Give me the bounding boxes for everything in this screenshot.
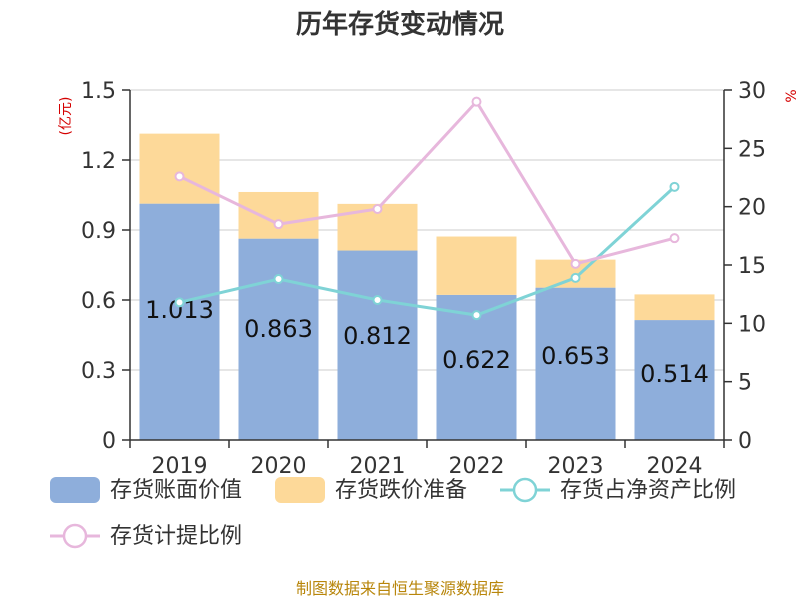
point-net-asset-ratio <box>273 274 284 284</box>
legend-label-net-asset-ratio: 存货占净资产比例 <box>560 478 736 503</box>
line-net-asset-ratio <box>179 185 676 317</box>
bars-group <box>139 133 715 440</box>
point-net-asset-ratio <box>174 297 185 308</box>
x-tick-label: 2020 <box>251 454 307 479</box>
left-axis-ticks: 0 0.3 0.6 0.9 1.2 1.5 <box>81 79 130 454</box>
left-tick-label: 1.5 <box>81 79 116 104</box>
point-provision-ratio <box>471 96 482 107</box>
x-axis-ticks: 2019 2020 2021 2022 2023 2024 <box>129 440 725 479</box>
chart-title: 历年存货变动情况 <box>296 9 504 40</box>
data-source-note: 制图数据来自恒生聚源数据库 <box>296 579 504 598</box>
left-tick-label: 1.2 <box>81 149 116 174</box>
right-axis-unit: % <box>784 89 800 102</box>
right-tick-label: 0 <box>738 429 752 454</box>
point-provision-ratio <box>273 219 284 230</box>
x-tick-label: 2019 <box>152 454 208 479</box>
left-tick-label: 0.9 <box>81 219 116 244</box>
bar-value-label: 0.653 <box>541 342 610 370</box>
bar-impairment <box>634 294 715 321</box>
legend-swatch-impairment <box>275 477 325 503</box>
right-axis-ticks: 0 5 10 15 20 25 30 <box>724 79 766 454</box>
legend-marker-net-asset-ratio <box>512 477 538 503</box>
bar-value-label: 0.514 <box>640 360 709 388</box>
x-tick-label: 2023 <box>548 454 604 479</box>
legend-marker-provision-ratio <box>62 523 88 549</box>
point-provision-ratio <box>669 233 680 244</box>
left-axis-unit: (亿元) <box>58 97 74 136</box>
lines-group <box>174 96 680 321</box>
point-net-asset-ratio <box>471 310 482 321</box>
right-tick-label: 10 <box>738 312 766 337</box>
bar-value-label: 0.863 <box>244 315 313 343</box>
bar-book-value <box>535 287 616 440</box>
line-provision-ratio <box>178 99 675 266</box>
left-tick-label: 0.6 <box>81 289 116 314</box>
point-provision-ratio <box>570 258 581 269</box>
legend-swatch-book-value <box>50 477 100 503</box>
bar-impairment <box>139 133 220 204</box>
bar-book-value <box>238 238 319 440</box>
right-tick-label: 30 <box>738 79 766 104</box>
bar-impairment <box>238 191 319 239</box>
right-tick-label: 15 <box>738 254 766 279</box>
right-tick-label: 20 <box>738 196 766 221</box>
bar-value-label: 0.622 <box>442 346 511 374</box>
legend-label-provision-ratio: 存货计提比例 <box>110 524 242 549</box>
bar-value-label: 0.812 <box>343 322 412 350</box>
x-tick-label: 2022 <box>449 454 505 479</box>
right-tick-label: 25 <box>738 137 766 162</box>
point-provision-ratio <box>372 204 383 214</box>
legend-label-book-value: 存货账面价值 <box>110 478 242 503</box>
left-tick-label: 0 <box>102 429 116 454</box>
point-provision-ratio <box>174 171 185 182</box>
bar-impairment <box>436 236 517 295</box>
legend-label-impairment: 存货跌价准备 <box>335 478 467 503</box>
point-net-asset-ratio <box>372 295 383 305</box>
left-tick-label: 0.3 <box>81 359 116 384</box>
x-tick-label: 2024 <box>647 454 703 479</box>
x-tick-label: 2021 <box>350 454 406 479</box>
point-net-asset-ratio <box>669 181 680 192</box>
right-tick-label: 5 <box>738 371 752 396</box>
point-net-asset-ratio <box>570 272 581 283</box>
bar-book-value <box>337 250 418 440</box>
bar-book-value <box>634 320 715 440</box>
grid-lines <box>130 89 724 371</box>
bar-book-value <box>139 203 220 440</box>
